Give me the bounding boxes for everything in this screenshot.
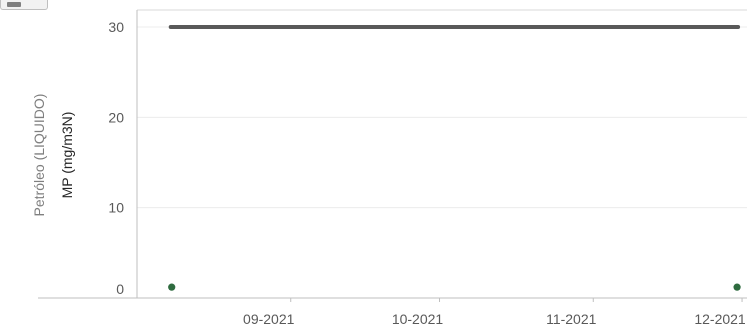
y-tick-label: 20 [108,109,124,125]
group-label: Petróleo (LIQUIDO) [31,94,47,217]
data-points [168,283,741,291]
x-tick-label: 09-2021 [243,311,295,327]
y-tick-label: 30 [108,19,124,35]
x-tick-labels: 09-2021 10-2021 11-2021 12-2021 [243,298,746,327]
data-point [733,283,741,291]
y-tick-label: 0 [116,281,124,297]
x-tick-label: 10-2021 [392,311,444,327]
y-tick-label: 10 [108,200,124,216]
y-axis-label: MP (mg/m3N) [59,112,75,199]
x-tick-label: 11-2021 [546,311,597,327]
y-tick-labels: 0 10 20 30 [108,19,124,297]
data-point [168,283,176,291]
chart-toolbar-tab[interactable] [0,0,48,10]
tab-handle-icon [7,2,21,7]
grid-lines [137,9,747,209]
x-tick-label: 12-2021 [694,311,746,327]
